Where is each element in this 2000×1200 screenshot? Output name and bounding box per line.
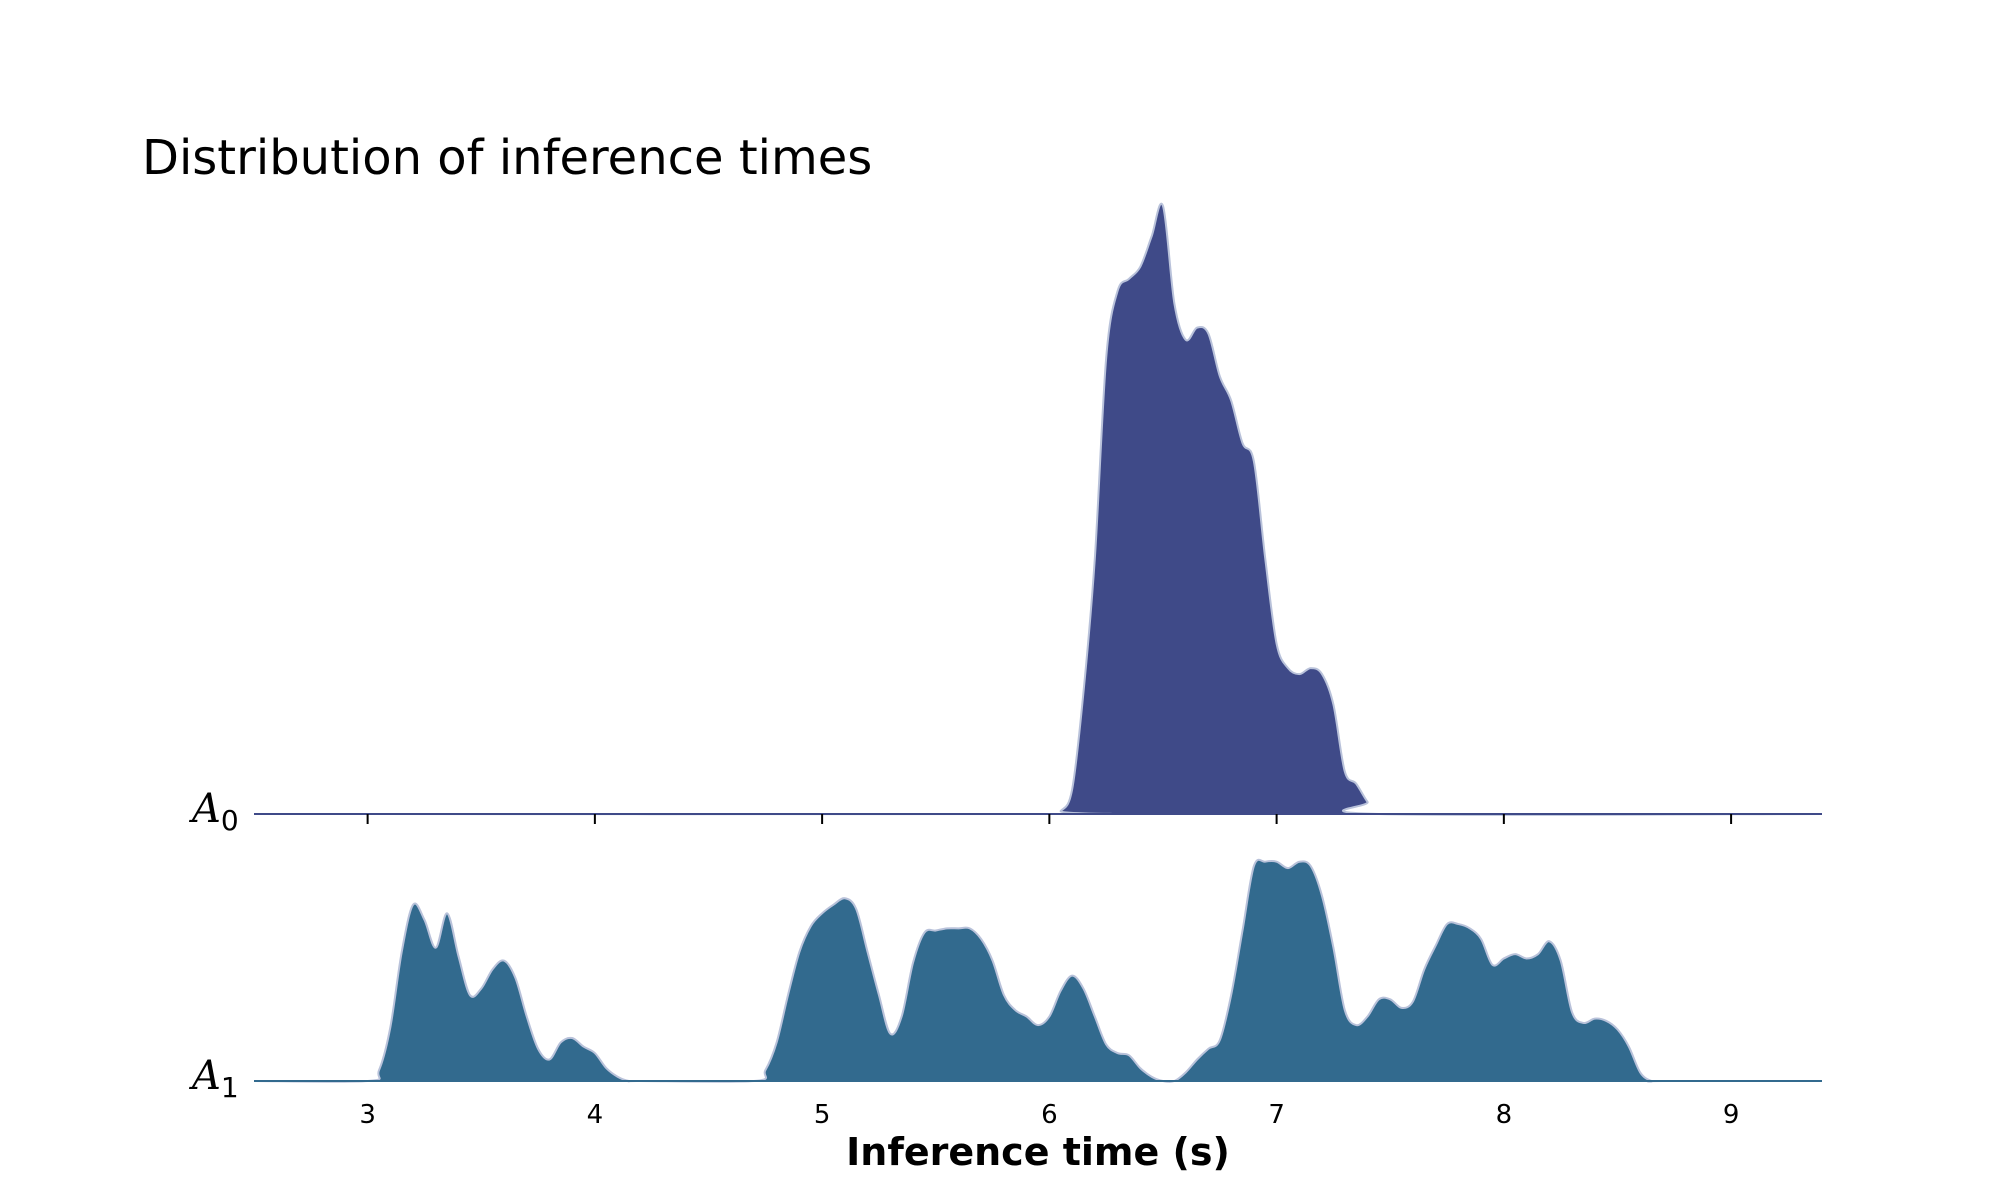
x-tick-label: 7 <box>1268 1100 1285 1130</box>
ridge-label-0: A0 <box>188 786 239 837</box>
x-tick-label: 4 <box>587 1100 604 1130</box>
x-axis: 3 4 5 6 7 8 9 <box>359 814 1739 1130</box>
x-tick-label: 5 <box>814 1100 831 1130</box>
x-tick-label: 8 <box>1496 1100 1513 1130</box>
ridge-1: A1 <box>188 858 1822 1104</box>
ridges-group: A0 A1 <box>188 202 1823 1104</box>
ridge-outline-0 <box>253 202 1823 816</box>
ridge-outline-1 <box>253 858 1822 1083</box>
ridge-label-1: A1 <box>188 1053 239 1104</box>
ridge-area-1 <box>254 859 1822 1082</box>
chart-title: Distribution of inference times <box>142 130 873 186</box>
x-tick-label: 6 <box>1041 1100 1058 1130</box>
x-tick-label: 3 <box>359 1100 376 1130</box>
ridge-area-0 <box>254 203 1822 815</box>
x-tick-label: 9 <box>1723 1100 1740 1130</box>
x-axis-label: Inference time (s) <box>846 1130 1230 1174</box>
ridge-0: A0 <box>188 202 1823 837</box>
